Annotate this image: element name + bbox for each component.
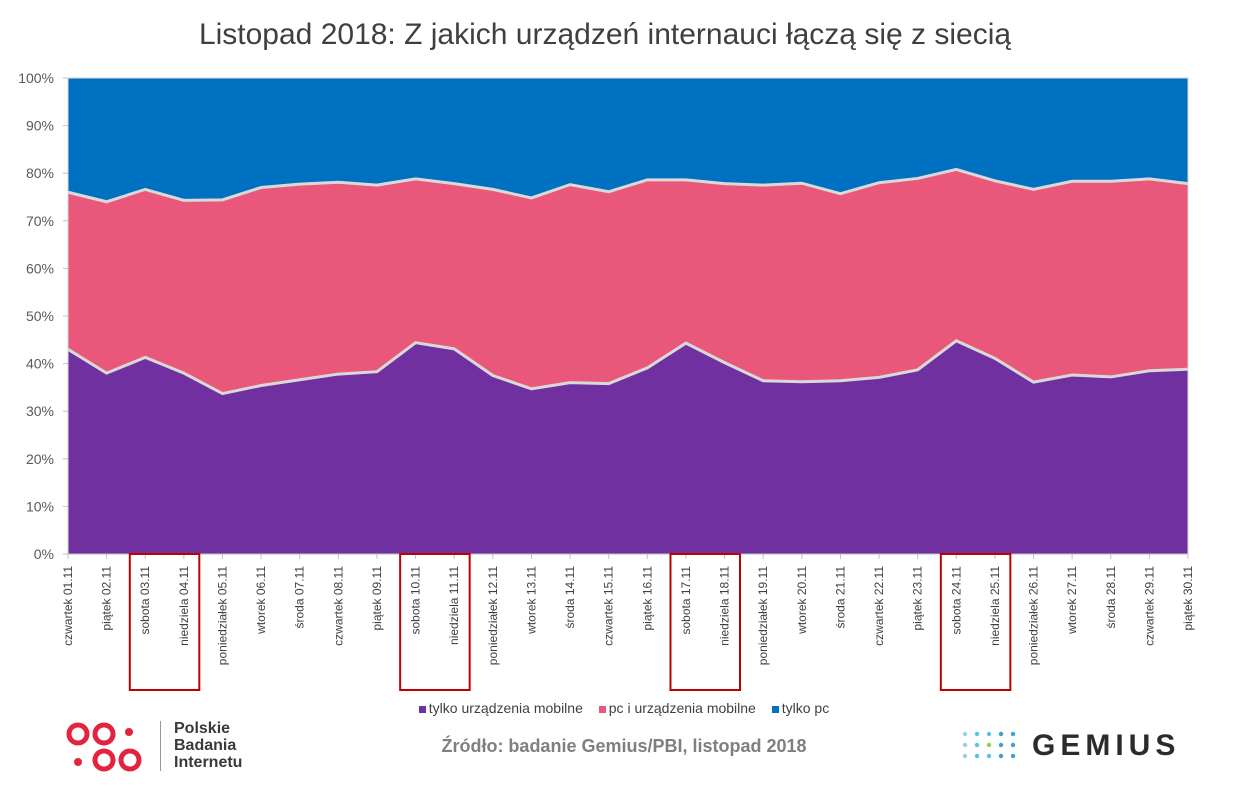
weekend-highlight-box [399, 553, 471, 691]
series-area-2 [68, 78, 1188, 202]
pbi-logo-separator [160, 721, 161, 771]
x-tick-label: piątek 16.11 [640, 566, 654, 631]
pbi-logo: Polskie Badania Internetu [66, 718, 266, 778]
x-tick-label: środa 07.11 [293, 566, 307, 629]
legend-item-mobile[interactable]: tylko urządzenia mobilne [418, 700, 583, 716]
pbi-logo-line-2: Badania [174, 737, 237, 754]
weekend-highlights [128, 553, 1012, 691]
y-tick-label: 80% [26, 165, 54, 181]
x-tick-label: poniedziałek 05.11 [215, 566, 229, 666]
x-tick-label: sobota 03.11 [138, 566, 152, 635]
x-tick-label: piątek 30.11 [1181, 566, 1195, 631]
pbi-logo-mark [66, 722, 142, 772]
source-note: Źródło: badanie Gemius/PBI, listopad 201… [441, 736, 807, 756]
legend-label-pc: tylko pc [781, 700, 830, 716]
x-tick-label: wtorek 27.11 [1065, 566, 1079, 635]
gemius-logo-dots [962, 731, 1016, 759]
x-tick-label: środa 21.11 [833, 566, 847, 629]
weekend-highlight-box [669, 553, 742, 691]
y-tick-label: 60% [26, 260, 54, 276]
x-tick-label: czwartek 29.11 [1142, 566, 1156, 646]
series-area-1 [68, 169, 1188, 394]
x-tick-label: czwartek 08.11 [331, 566, 345, 646]
legend-label-pc-mobile: pc i urządzenia mobilne [608, 700, 756, 716]
pbi-logo-line-1: Polskie [174, 720, 231, 737]
y-tick-label: 50% [26, 308, 54, 324]
y-axis-ticks: 0% 10% 20% 30% 40% 50% 60% 70% 80% 90% 100% [18, 70, 68, 562]
series-boundary-0 [67, 339, 1189, 396]
x-tick-label: środa 14.11 [563, 566, 577, 629]
legend-swatch-mobile [418, 705, 426, 713]
y-tick-label: 90% [26, 118, 54, 134]
weekend-highlight-box [939, 553, 1012, 691]
x-tick-label: piątek 02.11 [100, 566, 114, 631]
gemius-logo-text: GEMIUS [1032, 729, 1181, 762]
x-tick-label: czwartek 22.11 [872, 566, 886, 646]
x-tick-label: środa 28.11 [1104, 566, 1118, 629]
series-area-0 [68, 340, 1188, 554]
y-tick-label: 10% [26, 498, 54, 514]
x-tick-label: poniedziałek 12.11 [486, 566, 500, 666]
x-tick-label: wtorek 13.11 [524, 566, 538, 635]
x-tick-label: sobota 10.11 [409, 566, 423, 635]
x-tick-label: poniedziałek 26.11 [1027, 566, 1041, 666]
weekend-highlight-box [128, 553, 201, 691]
x-tick-label: piątek 09.11 [370, 566, 384, 631]
legend-swatch-pc [771, 705, 779, 713]
chart: 0% 10% 20% 30% 40% 50% 60% 70% 80% 90% 100% czwart… [18, 70, 1195, 691]
x-tick-label: sobota 17.11 [679, 566, 693, 635]
pbi-logo-line-3: Internetu [174, 754, 243, 771]
legend-swatch-pc-mobile [598, 705, 606, 713]
x-tick-label: sobota 24.11 [949, 566, 963, 635]
y-tick-label: 100% [18, 70, 54, 86]
legend-item-pc[interactable]: tylko pc [771, 700, 830, 716]
pbi-logo-text: Polskie Badania Internetu [174, 720, 242, 771]
chart-title: Listopad 2018: Z jakich urządzeń interna… [198, 18, 1012, 51]
y-tick-label: 70% [26, 213, 54, 229]
legend[interactable]: tylko urządzenia mobilne pc i urządzenia… [0, 700, 1248, 716]
gemius-logo: GEMIUS [960, 728, 1220, 768]
series-boundary-1 [67, 167, 1189, 204]
y-tick-label: 40% [26, 356, 54, 372]
x-tick-label: niedziela 25.11 [988, 566, 1002, 646]
chart-areas [67, 78, 1189, 554]
x-tick-label: poniedziałek 19.11 [756, 566, 770, 666]
x-tick-label: czwartek 01.11 [61, 566, 75, 646]
x-tick-label: piątek 23.11 [911, 566, 925, 631]
x-tick-label: niedziela 11.11 [447, 566, 461, 645]
x-tick-label: wtorek 06.11 [254, 566, 268, 635]
y-tick-label: 20% [26, 451, 54, 467]
x-tick-label: czwartek 15.11 [602, 566, 616, 646]
legend-item-pc-mobile[interactable]: pc i urządzenia mobilne [598, 700, 756, 716]
y-tick-label: 30% [26, 403, 54, 419]
x-tick-label: niedziela 18.11 [718, 566, 732, 646]
y-tick-label: 0% [34, 546, 54, 562]
x-tick-label: niedziela 04.11 [177, 566, 191, 646]
x-axis-ticks: czwartek 01.11 piątek 02.11 sobota 03.11 ni… [61, 554, 1195, 665]
legend-label-mobile: tylko urządzenia mobilne [428, 700, 583, 716]
x-tick-label: wtorek 20.11 [795, 566, 809, 635]
